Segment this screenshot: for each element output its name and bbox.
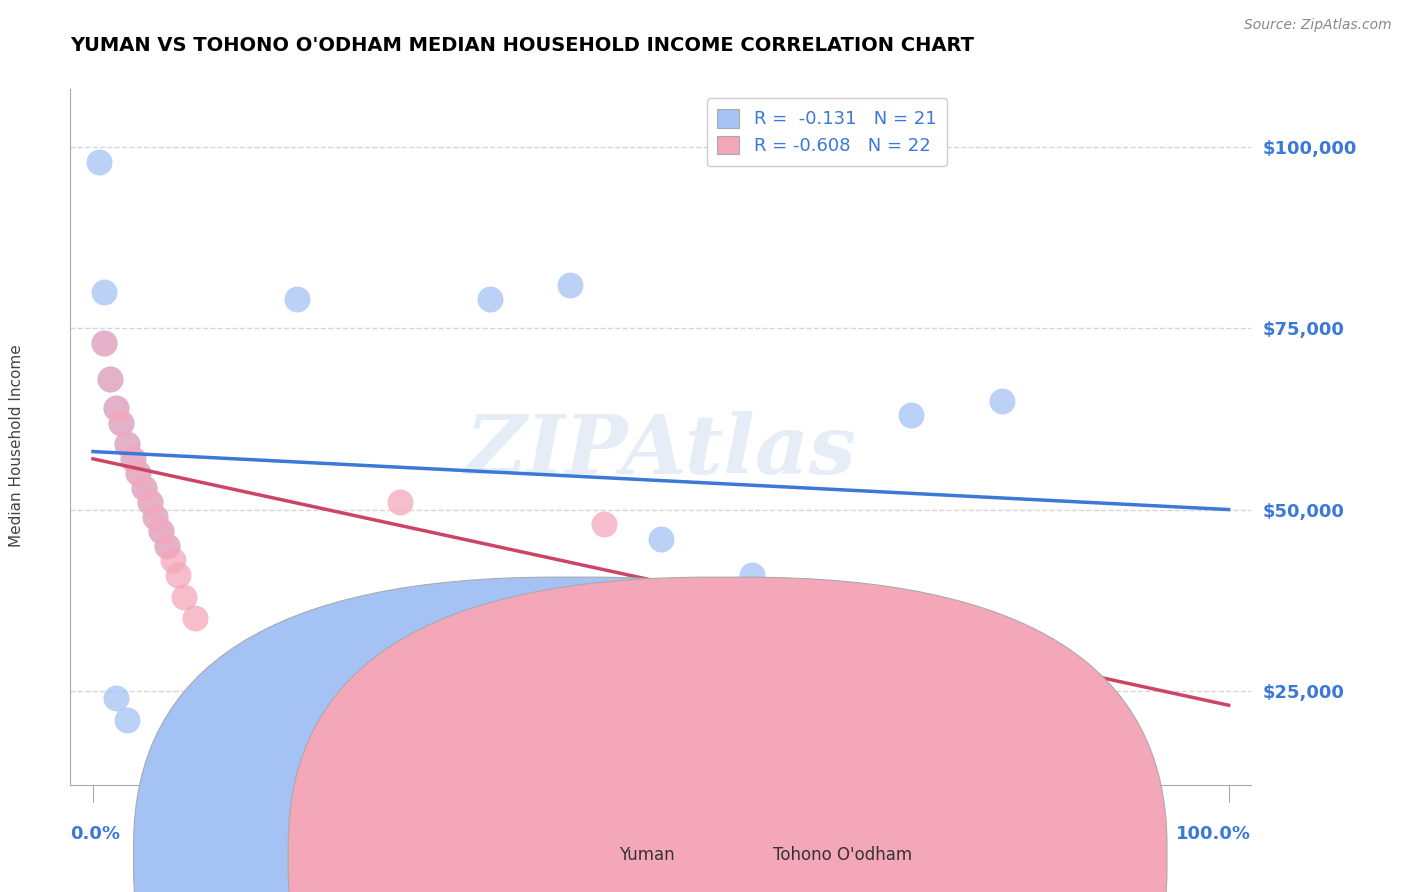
Point: [741, 567, 763, 582]
Point: [127, 467, 149, 481]
Point: [93, 335, 115, 350]
Point: [98, 372, 121, 386]
Point: [156, 539, 179, 553]
Point: [121, 451, 143, 466]
Point: [127, 467, 149, 481]
Text: 0.0%: 0.0%: [70, 825, 121, 843]
Point: [115, 713, 138, 727]
Point: [104, 401, 127, 416]
Point: [479, 293, 502, 307]
Point: [388, 495, 411, 509]
Point: [173, 590, 195, 604]
Point: [110, 416, 132, 430]
Point: [93, 285, 115, 300]
Point: [150, 524, 173, 539]
Point: [990, 662, 1012, 676]
Point: [934, 706, 956, 720]
Text: Median Household Income: Median Household Income: [10, 344, 24, 548]
Point: [93, 335, 115, 350]
Text: Yuman: Yuman: [619, 846, 675, 863]
Point: [287, 293, 309, 307]
Point: [150, 524, 173, 539]
Legend: R =  -0.131   N = 21, R = -0.608   N = 22: R = -0.131 N = 21, R = -0.608 N = 22: [707, 98, 948, 166]
Point: [167, 567, 190, 582]
Point: [650, 532, 672, 546]
Point: [842, 611, 865, 625]
Point: [110, 416, 132, 430]
Point: [115, 437, 138, 451]
Point: [900, 662, 922, 676]
Text: Source: ZipAtlas.com: Source: ZipAtlas.com: [1244, 18, 1392, 32]
Text: Tohono O'odham: Tohono O'odham: [773, 846, 912, 863]
Point: [132, 481, 155, 495]
Point: [121, 451, 143, 466]
Point: [98, 372, 121, 386]
Text: 100.0%: 100.0%: [1177, 825, 1251, 843]
Point: [558, 277, 581, 292]
Point: [900, 409, 922, 423]
Point: [184, 611, 207, 625]
Point: [87, 154, 110, 169]
Point: [593, 517, 616, 532]
Point: [145, 509, 167, 524]
Point: [139, 495, 162, 509]
Point: [139, 495, 162, 509]
Point: [162, 553, 184, 567]
Point: [156, 539, 179, 553]
Point: [990, 393, 1012, 408]
Text: YUMAN VS TOHONO O'ODHAM MEDIAN HOUSEHOLD INCOME CORRELATION CHART: YUMAN VS TOHONO O'ODHAM MEDIAN HOUSEHOLD…: [70, 36, 974, 54]
Point: [104, 690, 127, 705]
Point: [104, 401, 127, 416]
Point: [132, 481, 155, 495]
Text: ZIPAtlas: ZIPAtlas: [465, 411, 856, 491]
Point: [115, 437, 138, 451]
Point: [145, 509, 167, 524]
